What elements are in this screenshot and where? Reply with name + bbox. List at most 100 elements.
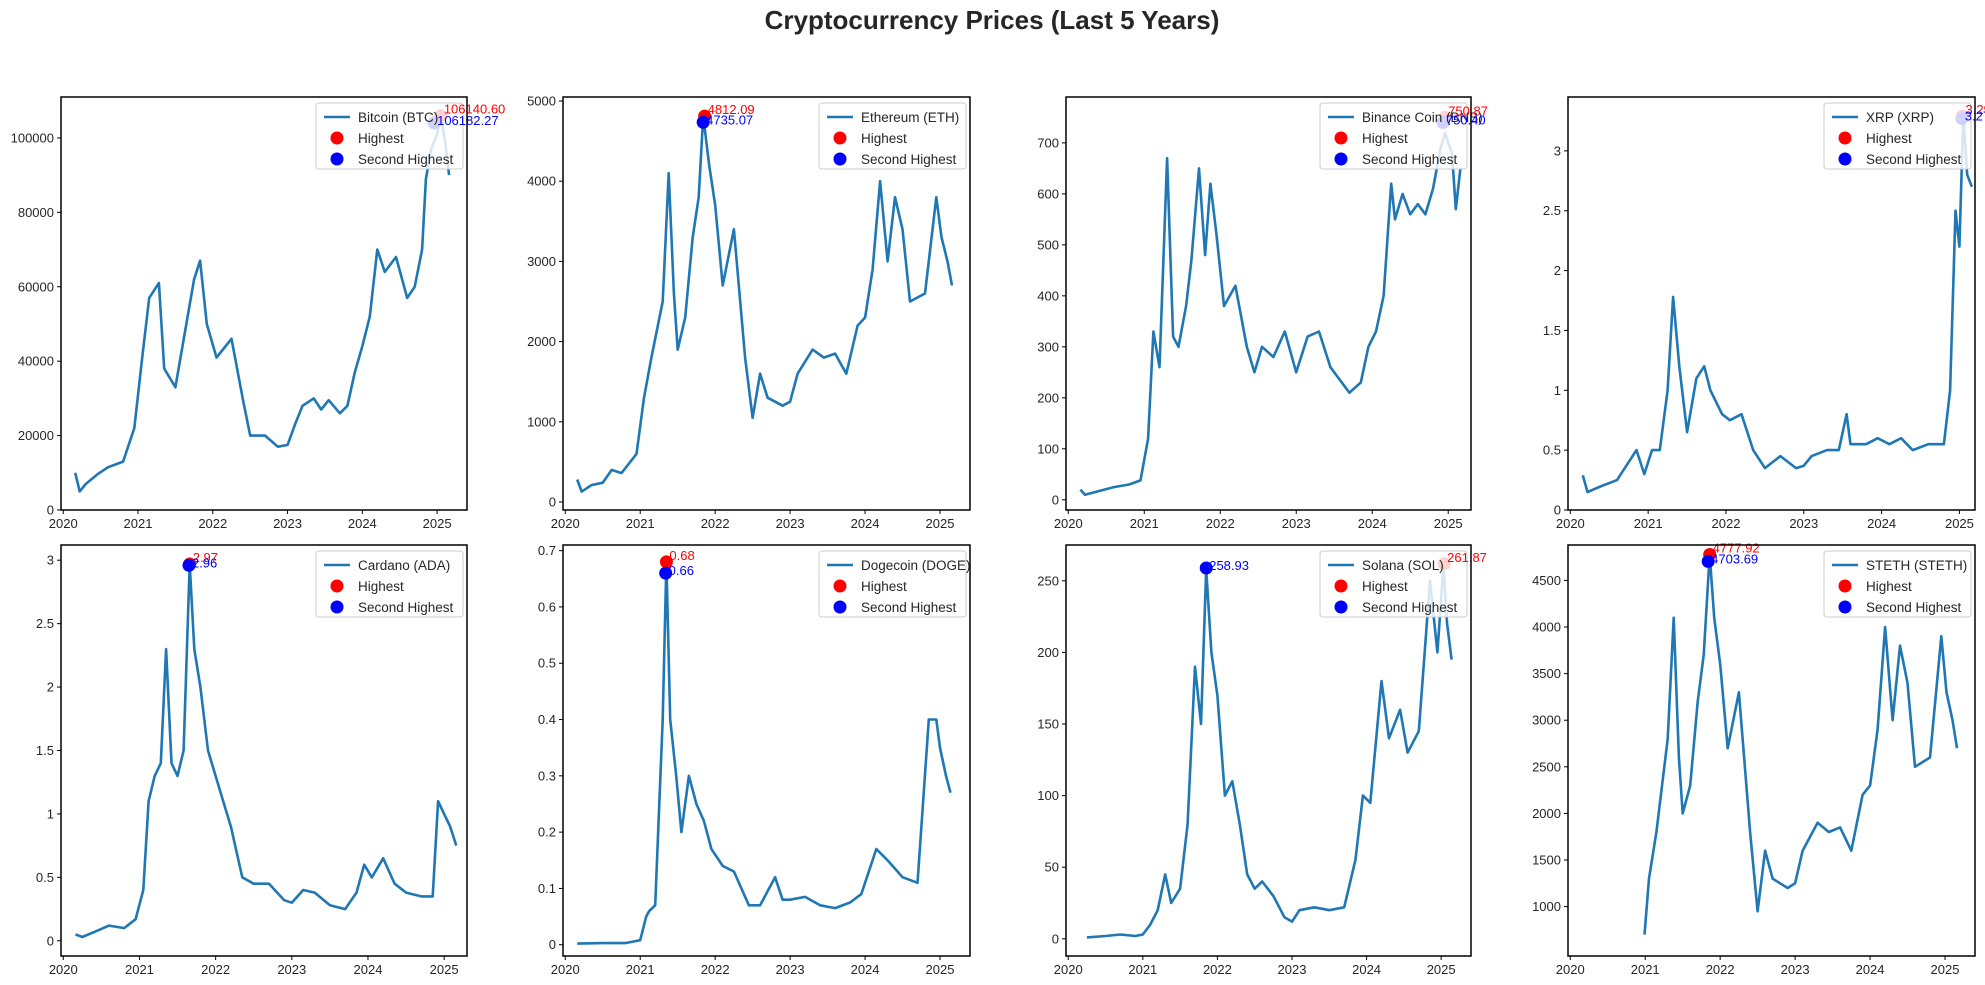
axes-frame xyxy=(562,544,971,957)
x-tick-label: 2021 xyxy=(1631,962,1660,977)
x-tick-label: 2023 xyxy=(1282,516,1311,531)
legend-second-swatch xyxy=(1838,600,1852,614)
x-tick-label: 2023 xyxy=(1278,962,1307,977)
second-highest-marker xyxy=(1701,554,1715,568)
legend-highest-label: Highest xyxy=(1866,131,1912,146)
x-tick-label: 2021 xyxy=(1634,516,1663,531)
legend-second-swatch xyxy=(330,152,344,166)
y-tick-label: 2000 xyxy=(1532,806,1561,821)
x-tick-label: 2024 xyxy=(851,516,880,531)
price-line xyxy=(1581,113,1974,494)
y-tick-label: 3 xyxy=(1554,143,1561,158)
x-tick-label: 2024 xyxy=(1867,516,1896,531)
x-tick-label: 2024 xyxy=(354,962,383,977)
y-tick-label: 3500 xyxy=(1532,666,1561,681)
y-tick-label: 100000 xyxy=(11,130,54,145)
legend-series-name: STETH (STETH) xyxy=(1866,558,1967,573)
x-tick-label: 2023 xyxy=(1781,962,1810,977)
legend-box xyxy=(1319,550,1468,618)
price-line xyxy=(1086,565,1453,939)
y-tick-label: 0.3 xyxy=(538,768,556,783)
y-tick-label: 60000 xyxy=(18,279,54,294)
y-tick-label: 80000 xyxy=(18,205,54,220)
chart-panel: 2020 2021 2022 2023 2024 2025 1000 1500 2000 2500… xyxy=(1532,541,1976,977)
y-tick-label: 0 xyxy=(549,494,556,509)
second-highest-annotation: 106182.27 xyxy=(437,113,498,128)
legend-highest-label: Highest xyxy=(861,131,907,146)
x-tick-label: 2021 xyxy=(1130,516,1159,531)
y-tick-label: 2 xyxy=(47,680,54,695)
legend-highest-swatch xyxy=(833,131,847,145)
x-tick-label: 2025 xyxy=(1434,516,1463,531)
y-tick-label: 40000 xyxy=(18,354,54,369)
x-tick-label: 2021 xyxy=(626,516,655,531)
price-line xyxy=(577,560,952,945)
x-tick-label: 2025 xyxy=(1427,962,1456,977)
legend-second-label: Second Highest xyxy=(1362,600,1458,615)
x-tick-label: 2020 xyxy=(1054,516,1083,531)
y-tick-label: 700 xyxy=(1037,135,1059,150)
x-tick-label: 2023 xyxy=(273,516,302,531)
legend-second-label: Second Highest xyxy=(1866,152,1962,167)
chart-panel: 2020 2021 2022 2023 2024 2025 0 0.1 0.2 0.3 0.4 0.5… xyxy=(538,543,971,977)
y-tick-label: 0 xyxy=(1052,931,1059,946)
chart-panel: 2020 2021 2022 2023 2024 2025 0 0.5 1 1.5 2 2.5 3 XRP… xyxy=(1543,96,1985,531)
y-tick-label: 3000 xyxy=(1532,713,1561,728)
y-tick-label: 400 xyxy=(1037,288,1059,303)
x-tick-label: 2024 xyxy=(851,962,880,977)
legend-second-label: Second Highest xyxy=(1866,600,1962,615)
y-tick-label: 1.5 xyxy=(36,743,54,758)
y-tick-label: 0.7 xyxy=(538,543,556,558)
y-tick-label: 150 xyxy=(1037,717,1059,732)
highest-annotation: 4812.09 xyxy=(708,102,755,117)
x-tick-label: 2022 xyxy=(1206,516,1235,531)
y-tick-label: 4000 xyxy=(527,174,556,189)
y-tick-label: 0 xyxy=(1052,492,1059,507)
x-tick-label: 2025 xyxy=(926,962,955,977)
second-highest-annotation: 258.93 xyxy=(1209,558,1249,573)
x-tick-label: 2020 xyxy=(49,962,78,977)
highest-annotation: 0.68 xyxy=(669,548,694,563)
y-tick-label: 0 xyxy=(47,503,54,518)
y-tick-label: 1 xyxy=(47,806,54,821)
legend-second-label: Second Highest xyxy=(358,600,454,615)
x-tick-label: 2022 xyxy=(1203,962,1232,977)
legend-second-label: Second Highest xyxy=(861,600,957,615)
x-tick-label: 2024 xyxy=(1358,516,1387,531)
legend-box xyxy=(1823,102,1972,170)
legend-second-label: Second Highest xyxy=(358,152,454,167)
chart-panel: 2020 2021 2022 2023 2024 2025 0 0.5 1 1.5 2 2.5 3 Car… xyxy=(36,544,468,977)
x-tick-label: 2023 xyxy=(277,962,306,977)
highest-annotation: 261.87 xyxy=(1447,550,1487,565)
price-line xyxy=(575,114,954,493)
legend-highest-swatch xyxy=(330,579,344,593)
figure-title: Cryptocurrency Prices (Last 5 Years) xyxy=(765,5,1220,35)
y-tick-label: 250 xyxy=(1037,573,1059,588)
x-tick-label: 2020 xyxy=(1054,962,1083,977)
legend-second-swatch xyxy=(1334,600,1348,614)
y-tick-label: 0 xyxy=(1554,503,1561,518)
legend-box xyxy=(1319,102,1468,170)
second-highest-annotation: 0.66 xyxy=(669,563,694,578)
x-tick-label: 2022 xyxy=(201,962,230,977)
highest-annotation: 106140.60 xyxy=(444,102,505,117)
x-tick-label: 2022 xyxy=(701,962,730,977)
x-tick-label: 2022 xyxy=(1712,516,1741,531)
y-tick-label: 2 xyxy=(1554,263,1561,278)
axes-frame xyxy=(1567,96,1976,511)
legend-series-name: XRP (XRP) xyxy=(1866,110,1934,125)
legend-second-label: Second Highest xyxy=(1362,152,1458,167)
y-tick-label: 500 xyxy=(1037,237,1059,252)
legend-second-label: Second Highest xyxy=(861,152,957,167)
legend-highest-swatch xyxy=(1838,131,1852,145)
x-tick-label: 2024 xyxy=(348,516,377,531)
y-tick-label: 0 xyxy=(549,937,556,952)
x-tick-label: 2020 xyxy=(1556,962,1585,977)
x-tick-label: 2025 xyxy=(430,962,459,977)
axes-frame xyxy=(1065,544,1472,957)
y-tick-label: 100 xyxy=(1037,788,1059,803)
y-tick-label: 0.4 xyxy=(538,712,556,727)
y-tick-label: 4000 xyxy=(1532,620,1561,635)
x-tick-label: 2025 xyxy=(1945,516,1974,531)
axes-frame xyxy=(60,544,468,957)
